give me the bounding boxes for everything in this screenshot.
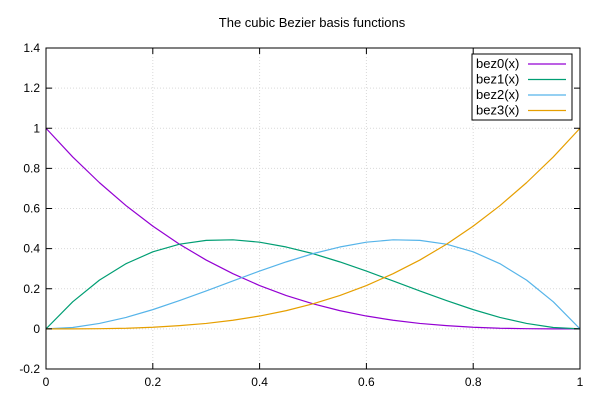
- legend-label: bez3(x): [476, 103, 519, 118]
- series-lines: [45, 127, 581, 330]
- legend: bez0(x)bez1(x)bez2(x)bez3(x): [471, 53, 573, 121]
- y-tick-label: 1: [33, 121, 40, 135]
- chart-title: The cubic Bezier basis functions: [219, 15, 406, 30]
- series-line-bez2x: [45, 239, 581, 330]
- x-tick-label: 0.4: [251, 375, 268, 389]
- y-tick-label: 0.4: [23, 242, 40, 256]
- y-tick-label: -0.2: [19, 362, 40, 376]
- legend-box: [471, 53, 573, 121]
- x-tick-label: 1: [577, 375, 584, 389]
- x-tick-label: 0.8: [465, 375, 482, 389]
- x-tick-label: 0.6: [358, 375, 375, 389]
- y-tick-label: 0.2: [23, 282, 40, 296]
- legend-label: bez2(x): [476, 87, 519, 102]
- y-tick-label: 0.8: [23, 161, 40, 175]
- series-line-bez3x: [45, 127, 581, 330]
- y-tick-label: 1.2: [23, 81, 40, 95]
- x-tick-label: 0.2: [144, 375, 161, 389]
- y-tick-label: 0: [33, 322, 40, 336]
- legend-label: bez0(x): [476, 56, 519, 71]
- y-tick-label: 1.4: [23, 41, 40, 55]
- axis-ticks: 0 0.2 0.4 0.6 0.8 1-0.200.20.40.60.811.21.4: [19, 41, 583, 389]
- legend-label: bez1(x): [476, 72, 519, 87]
- y-tick-label: 0.6: [23, 202, 40, 216]
- x-tick-label: 0: [43, 375, 50, 389]
